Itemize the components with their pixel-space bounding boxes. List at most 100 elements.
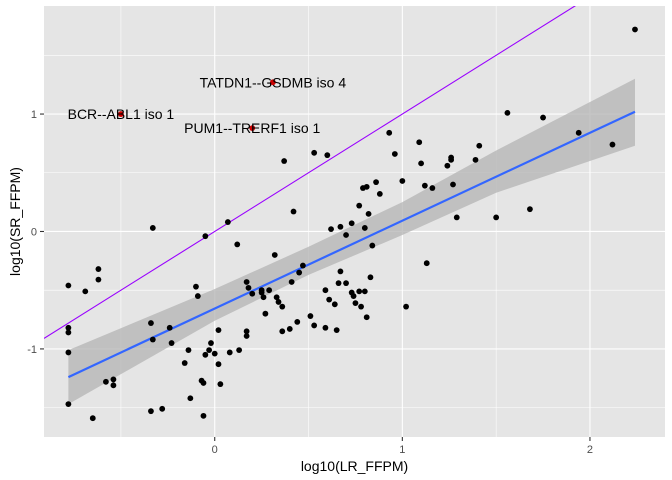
highlight-point [118,111,124,117]
data-point [343,232,349,238]
data-point [504,109,511,116]
x-tick-label: 1 [399,444,405,456]
confidence-band [68,78,635,405]
data-point [429,185,436,191]
data-point [472,156,479,163]
data-point [65,329,72,336]
data-point [279,328,286,335]
y-axis: -1 0 1 [27,109,44,356]
data-point [281,158,288,164]
data-point [226,349,233,356]
data-point [358,303,364,310]
data-point [149,336,156,343]
x-axis: 0 1 2 [212,437,593,456]
data-point [356,288,363,295]
data-point [65,349,72,356]
data-point [324,152,331,159]
data-point [273,294,280,301]
data-point [363,183,370,190]
data-point [322,287,329,294]
x-axis-title: log10(LR_FFPM) [301,458,408,474]
data-point [149,225,156,231]
data-point [279,303,286,310]
data-point [243,328,250,335]
data-point [361,288,368,295]
data-point [391,151,398,157]
data-point [376,191,383,197]
points-layer [65,26,638,422]
data-point [217,381,224,388]
data-point [166,324,173,331]
highlight-point [249,125,256,132]
data-point [65,282,72,289]
highlight-label: PUM1--TRERF1 iso 1 [184,120,320,136]
data-point [575,129,582,136]
panel-background [44,6,665,437]
data-point [331,301,338,308]
data-point [271,252,278,258]
data-point [266,287,273,294]
data-point [148,408,154,415]
data-point [245,284,252,291]
data-point [224,219,231,225]
data-point [609,141,616,148]
data-point [476,142,483,149]
data-point [365,210,372,217]
data-point [194,293,201,299]
data-point [348,220,355,227]
data-point [361,225,368,231]
highlight-label: BCR--ABL1 iso 1 [68,106,175,122]
data-point [373,179,379,186]
data-point [215,327,222,334]
data-point [159,405,166,412]
data-point [288,279,295,285]
data-point [540,114,546,121]
data-point [493,214,500,221]
data-point [367,274,374,281]
data-point [450,181,456,188]
data-point [110,382,117,389]
x-tick-label: 2 [587,444,593,456]
data-point [148,320,154,326]
data-point [202,351,209,358]
data-point [200,412,207,419]
highlight-layer: TATDN1--GSDMB iso 4 BCR--ABL1 iso 1 PUM1--… [68,74,347,136]
data-point [110,376,117,383]
y-tick-label: 1 [31,109,37,121]
data-point [356,202,363,209]
data-point [65,401,72,408]
data-point [258,289,265,296]
data-point [260,294,267,301]
data-point [399,178,406,184]
data-point [181,360,188,366]
data-point [294,319,301,325]
fit-line [67,110,636,379]
data-point [168,340,175,346]
data-point [343,280,349,287]
x-tick-label: 0 [212,444,218,456]
data-point [215,361,222,368]
data-point [386,129,393,136]
data-point [333,327,340,334]
data-point [290,208,297,215]
data-point [322,324,329,331]
data-point [249,290,256,297]
confidence-band-layer [68,78,635,405]
data-point [403,303,409,310]
data-point [243,279,250,285]
data-point [95,276,102,283]
data-point [311,322,318,329]
data-point [311,149,318,156]
highlight-label: TATDN1--GSDMB iso 4 [200,74,347,90]
reference-line-layer [44,6,576,339]
data-point [206,347,212,353]
data-point [350,293,357,299]
data-point [328,226,334,233]
data-point [103,378,109,385]
data-point [352,300,359,307]
data-point [262,310,269,317]
data-point [632,26,638,33]
data-point [286,326,293,332]
data-point [326,296,333,303]
data-point [211,350,218,357]
